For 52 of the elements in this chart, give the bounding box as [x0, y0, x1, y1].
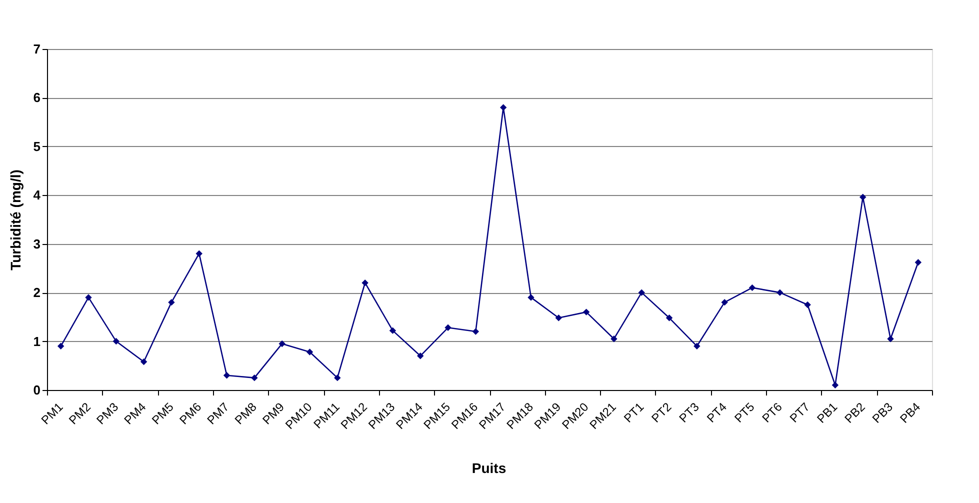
y-tick-label: 4	[33, 188, 42, 203]
point	[112, 338, 120, 345]
point	[57, 342, 64, 350]
point	[223, 372, 230, 379]
point	[500, 104, 507, 111]
x-tick-label: PB1	[814, 400, 840, 426]
y-tick-label: 0	[33, 382, 40, 398]
x-tick-label: PB3	[870, 400, 896, 426]
point	[168, 298, 175, 306]
x-tick-label: PT1	[621, 400, 647, 426]
point	[528, 294, 534, 301]
y-tick-label: 2	[33, 285, 40, 300]
x-tick-label: PT2	[648, 400, 674, 426]
point	[334, 374, 341, 382]
point	[887, 335, 894, 342]
y-tick-label: 5	[33, 138, 40, 154]
x-tick-label: PT6	[759, 400, 786, 426]
point	[251, 374, 258, 382]
point	[638, 289, 645, 296]
y-tick-label: 7	[33, 42, 40, 56]
point	[196, 250, 202, 257]
x-tick-label: PT5	[732, 400, 758, 426]
point	[721, 298, 728, 306]
point	[748, 284, 756, 292]
point	[362, 279, 368, 286]
y-tick-label: 3	[33, 236, 40, 252]
point	[278, 340, 286, 348]
point	[85, 294, 92, 301]
point	[472, 328, 480, 335]
point	[610, 335, 618, 342]
point	[832, 382, 839, 388]
x-tick-label: PB2	[842, 400, 868, 426]
point	[860, 194, 866, 200]
y-tick-label: 6	[33, 90, 40, 106]
point	[804, 301, 811, 308]
x-tick-label: PT3	[676, 400, 702, 426]
point	[417, 352, 424, 360]
point	[140, 358, 148, 366]
point	[306, 348, 314, 356]
y-tick-label: 1	[33, 334, 40, 349]
point	[582, 308, 590, 316]
point	[666, 314, 673, 322]
x-axis-title: Puits	[472, 460, 506, 476]
point	[694, 342, 700, 350]
point	[444, 324, 452, 331]
point	[555, 314, 562, 322]
x-tick-label: PT4	[704, 400, 730, 426]
point	[914, 259, 922, 266]
point	[389, 327, 396, 334]
x-tick-label: PB4	[897, 400, 924, 426]
point	[776, 289, 784, 296]
y-axis-title: Turbidité (mg/l)	[7, 170, 24, 270]
